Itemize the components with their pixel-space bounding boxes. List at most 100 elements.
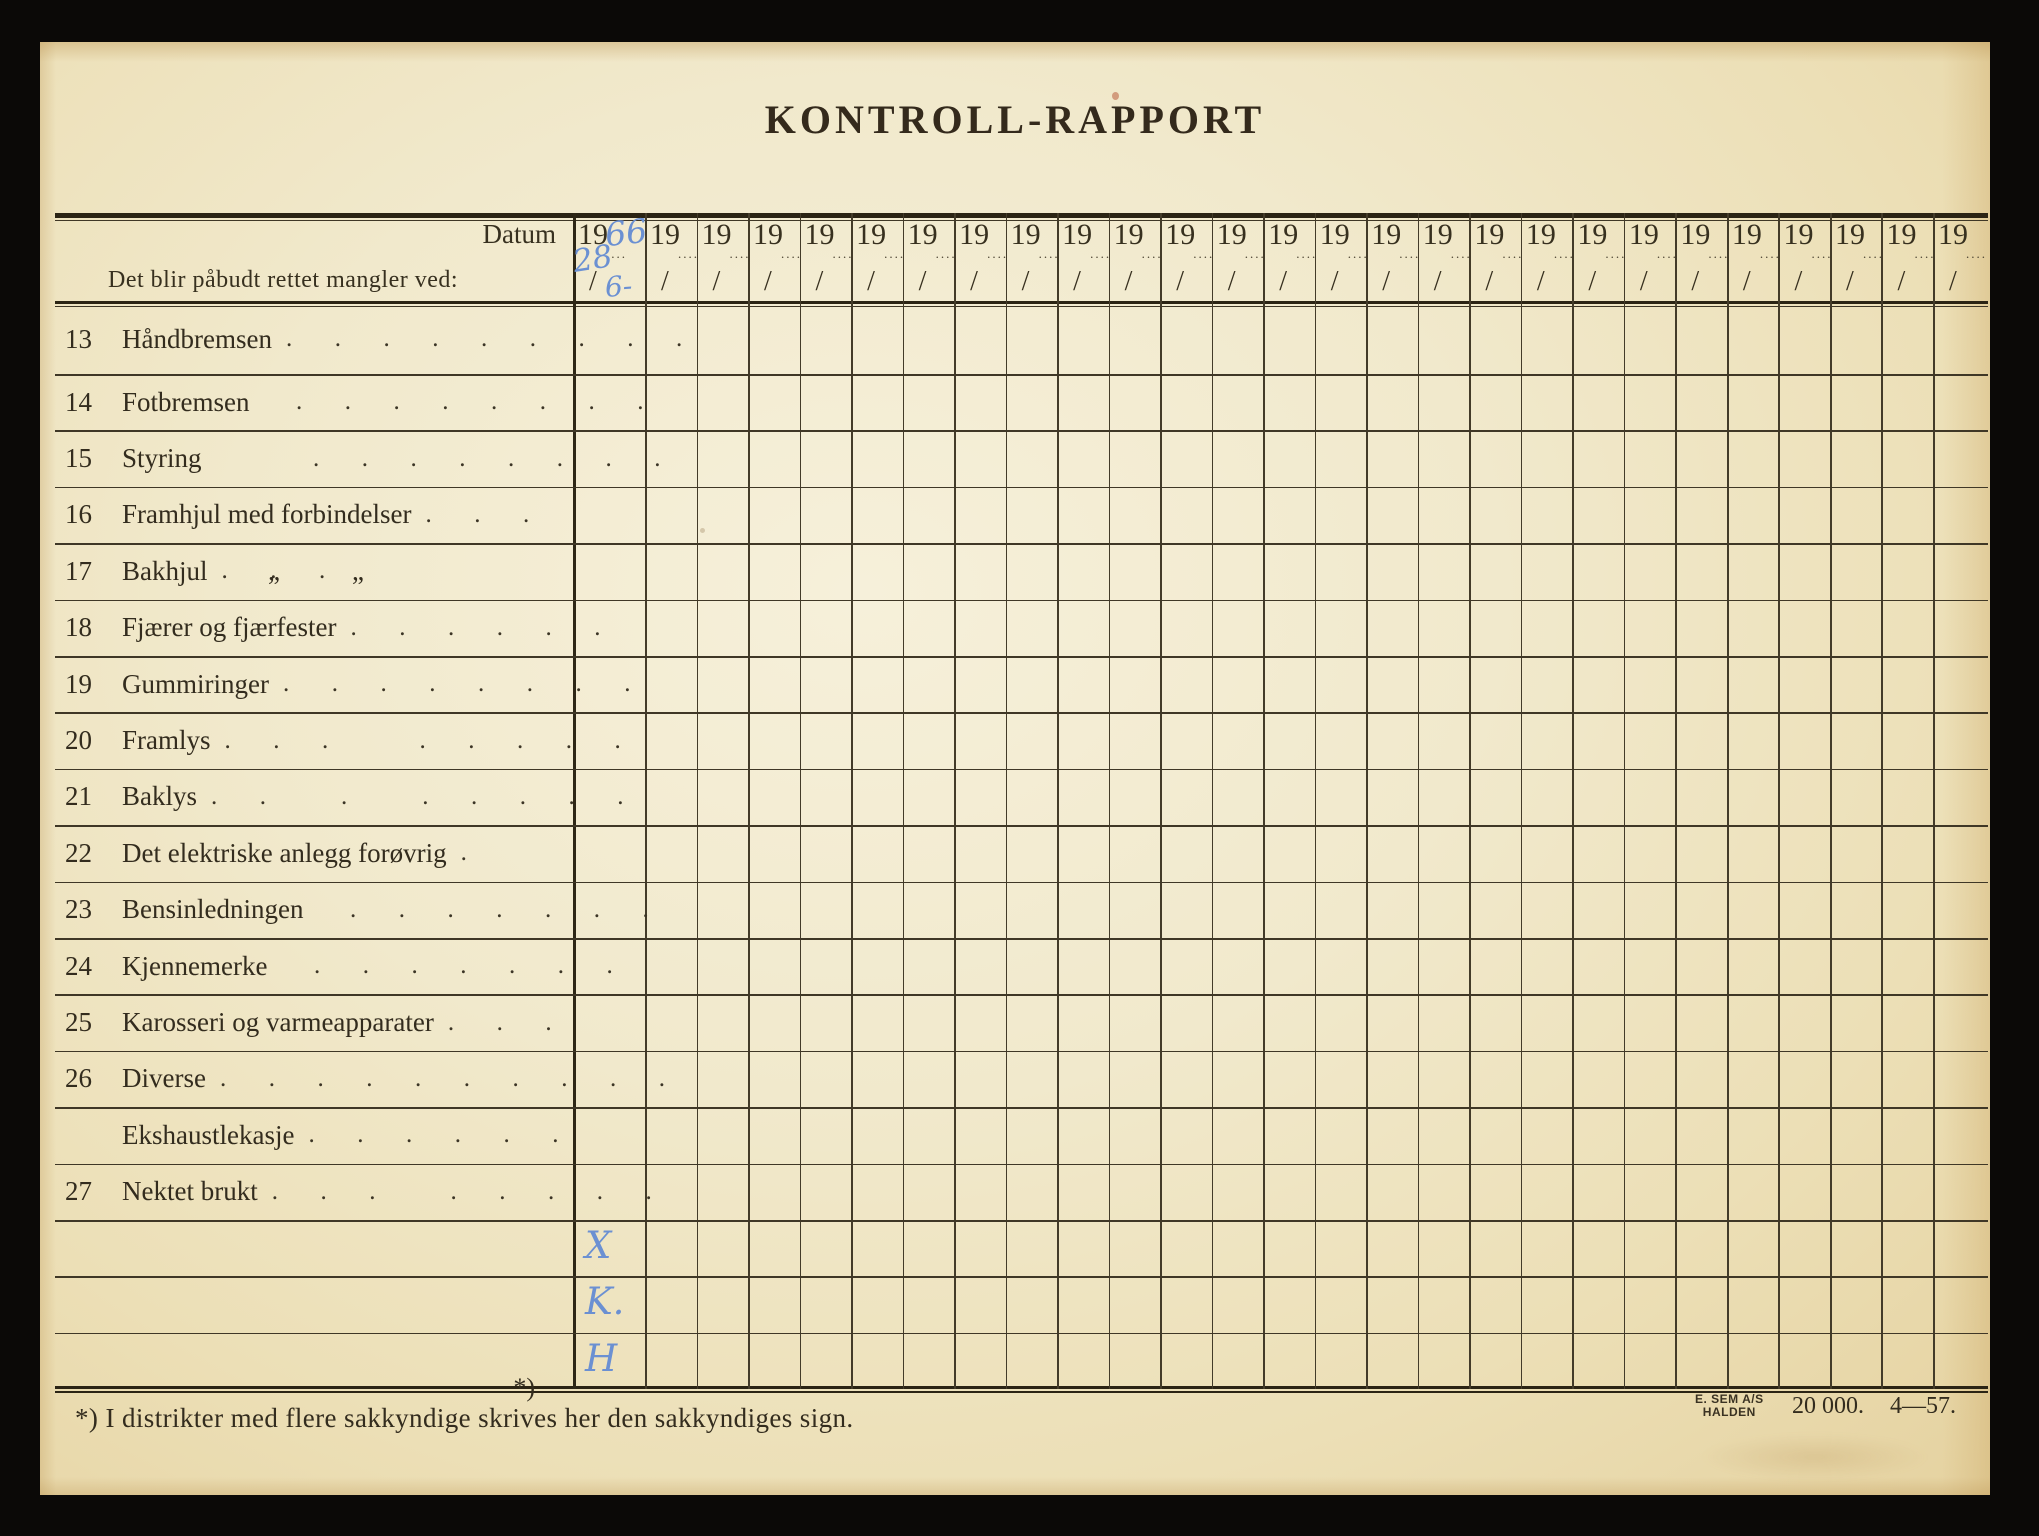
grid-line-horizontal bbox=[55, 1050, 1988, 1053]
grid-line-horizontal bbox=[55, 1107, 1988, 1109]
grid-line-horizontal bbox=[55, 656, 1988, 658]
table-row: 27 Nektet brukt. . . . . . . . bbox=[55, 1164, 652, 1220]
grid-line-vertical bbox=[1675, 213, 1677, 1389]
paper-speck bbox=[700, 528, 705, 533]
grid-line-vertical bbox=[696, 213, 699, 1389]
row-label: Framhjul med forbindelser bbox=[122, 499, 412, 530]
date-fill-dots: .... bbox=[1244, 246, 1266, 261]
date-year-prefix: 19 bbox=[1319, 218, 1350, 251]
date-day-slash: / bbox=[1536, 266, 1545, 297]
date-column-header: 19.... / bbox=[697, 213, 749, 304]
date-year-prefix: 19 bbox=[1422, 218, 1453, 251]
date-column-header: 19.... / bbox=[1778, 213, 1830, 304]
date-column-header: 19.... / bbox=[1160, 213, 1212, 304]
date-column-header: 19.... / bbox=[1830, 213, 1882, 304]
grid-line-vertical bbox=[1469, 213, 1471, 1389]
grid-line-vertical bbox=[954, 213, 956, 1389]
date-day-slash: / bbox=[1588, 266, 1597, 297]
date-year-prefix: 19 bbox=[856, 218, 887, 251]
datum-column-header: Datum bbox=[482, 219, 557, 249]
grid-line-vertical bbox=[645, 213, 647, 1389]
table-row: Ekshaustlekasje . . . . . . bbox=[55, 1107, 573, 1163]
grid-line-vertical bbox=[1778, 213, 1781, 1389]
row-number: 17 bbox=[65, 555, 92, 586]
date-column-header: 19.... / bbox=[851, 213, 903, 304]
date-column-header: 19.... / bbox=[748, 213, 800, 304]
row-label: Ekshaustlekasje bbox=[122, 1119, 295, 1150]
grid-line-vertical bbox=[1366, 213, 1368, 1389]
table-row: 17 Bakhjul „ „. . . bbox=[55, 543, 573, 599]
date-fill-dots: .... bbox=[1811, 246, 1833, 261]
date-year-prefix: 19 bbox=[1165, 218, 1196, 251]
row-label: Styring bbox=[122, 443, 202, 474]
date-fill-dots: .... bbox=[1862, 246, 1884, 261]
grid-line-vertical bbox=[1572, 213, 1574, 1389]
row-label: Fotbremsen bbox=[122, 386, 250, 417]
grid-line-vertical bbox=[1520, 213, 1523, 1389]
dot-leader: . . . . . . . bbox=[281, 952, 623, 980]
date-year-prefix: 19 bbox=[1216, 218, 1247, 251]
date-column-header: 19.... / bbox=[1315, 213, 1367, 304]
date-year-prefix: 19 bbox=[1628, 218, 1659, 251]
date-year-prefix: 19 bbox=[1268, 218, 1299, 251]
grid-line-horizontal bbox=[55, 1332, 1988, 1335]
dot-leader: . . . . . . bbox=[308, 1121, 569, 1149]
date-year-prefix: 19 bbox=[1680, 218, 1711, 251]
date-day-slash: / bbox=[1742, 266, 1751, 297]
handwritten-mark: H bbox=[585, 1336, 618, 1380]
grid-line-horizontal bbox=[55, 994, 1988, 996]
date-fill-dots: .... bbox=[1759, 246, 1781, 261]
date-fill-dots: .... bbox=[1193, 246, 1215, 261]
dot-leader: . . . . . . . . . bbox=[285, 325, 693, 352]
date-column-header: 19.... / bbox=[573, 213, 645, 304]
row-number: 16 bbox=[65, 499, 92, 530]
dot-leader: . . . bbox=[447, 1008, 562, 1036]
table-row: 22 Det elektriske anlegg forøvrig. bbox=[55, 825, 573, 881]
date-column-header: 19.... / bbox=[1006, 213, 1058, 304]
grid-line-horizontal bbox=[55, 486, 1988, 489]
date-fill-dots: .... bbox=[884, 246, 906, 261]
date-fill-dots: .... bbox=[1399, 246, 1421, 261]
date-day-slash: / bbox=[970, 266, 978, 297]
grid-line-vertical bbox=[902, 213, 905, 1389]
grid-line-horizontal bbox=[55, 374, 1988, 376]
date-fill-dots: .... bbox=[832, 246, 854, 261]
date-year-prefix: 19 bbox=[804, 218, 835, 251]
row-label: Det elektriske anlegg forøvrig bbox=[122, 837, 447, 868]
date-fill-dots: .... bbox=[935, 246, 957, 261]
grid-line-horizontal bbox=[55, 213, 1988, 218]
handwritten-month: 6- bbox=[603, 269, 634, 304]
date-day-slash: / bbox=[1330, 266, 1339, 297]
dot-leader: . . . . . . bbox=[350, 613, 611, 641]
grid-line-horizontal bbox=[55, 430, 1988, 432]
grid-line-vertical bbox=[1005, 213, 1008, 1389]
footnote-text: *) I distrikter med flere sakkyndige skr… bbox=[75, 1403, 854, 1433]
row-number: 22 bbox=[65, 837, 92, 868]
grid-line-horizontal bbox=[55, 1220, 1988, 1222]
dot-leader: . . . bbox=[221, 557, 336, 585]
date-column-header: 19.... / bbox=[1109, 213, 1161, 304]
date-day-slash: / bbox=[661, 266, 669, 297]
date-day-slash: / bbox=[1021, 266, 1030, 297]
row-number: 19 bbox=[65, 668, 92, 699]
date-year-prefix: 19 bbox=[701, 218, 732, 251]
print-date: 4—57. bbox=[1890, 1393, 1956, 1419]
date-year-prefix: 19 bbox=[1371, 218, 1402, 251]
handwritten-mark: X bbox=[585, 1224, 612, 1267]
grid-line-vertical bbox=[1314, 213, 1317, 1389]
table-row: 23 Bensinledningen . . . . . . . bbox=[55, 882, 649, 938]
row-label: Fjærer og fjærfester bbox=[122, 612, 337, 643]
date-fill-dots: .... bbox=[1553, 246, 1575, 261]
date-day-slash: / bbox=[1639, 266, 1648, 297]
date-fill-dots: .... bbox=[1296, 246, 1318, 261]
date-fill-dots: .... bbox=[1605, 246, 1627, 261]
grid-line-vertical bbox=[1160, 213, 1162, 1389]
ditto-mark: „ bbox=[352, 555, 364, 586]
date-fill-dots: .... bbox=[678, 246, 699, 261]
date-year-prefix: 19 bbox=[959, 218, 990, 251]
grid-line-horizontal bbox=[55, 1391, 1988, 1393]
date-column-header: 19.... / bbox=[1675, 213, 1727, 304]
table-row: 14 Fotbremsen . . . . . . . . bbox=[55, 374, 644, 430]
date-column-header: 19.... / bbox=[1727, 213, 1779, 304]
date-year-prefix: 19 bbox=[1938, 218, 1968, 251]
